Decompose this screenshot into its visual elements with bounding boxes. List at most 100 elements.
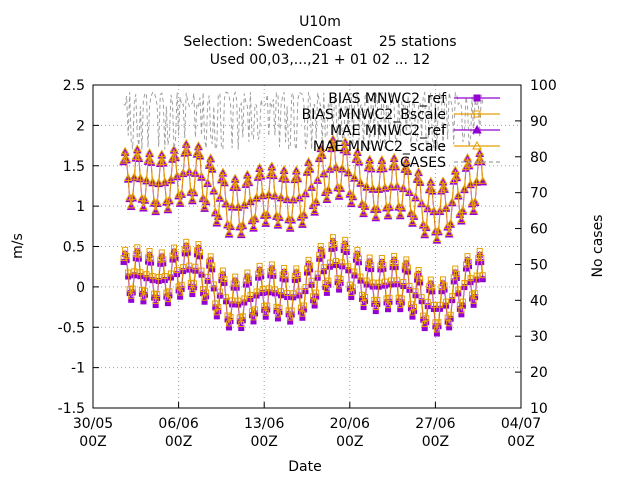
point-mae_s <box>372 203 382 212</box>
y2-tick-label: 70 <box>530 186 548 202</box>
point-mae_s <box>308 200 318 208</box>
point-mae_s <box>162 196 171 205</box>
y-tick-label: 0 <box>76 280 85 296</box>
point-mae_s <box>224 228 234 236</box>
point-mae_s <box>172 171 182 179</box>
point-mae_s <box>476 156 486 164</box>
point-mae_s <box>270 190 280 198</box>
point-bias_b <box>192 263 199 270</box>
point-mae_s <box>316 143 326 151</box>
point-bias_b <box>284 289 291 296</box>
point-bias_ref <box>421 325 428 332</box>
point-bias_b <box>178 281 185 288</box>
point-mae_s <box>210 207 220 215</box>
point-bias_b <box>253 288 260 295</box>
point-bias_b <box>175 283 182 290</box>
point-mae_s <box>356 177 365 186</box>
point-bias_b <box>392 260 399 267</box>
point-bias_ref <box>323 289 330 296</box>
point-mae_s <box>125 192 135 201</box>
point-mae_s <box>475 147 485 156</box>
point-bias_b <box>320 264 327 271</box>
x-tick-label-hour: 00Z <box>250 434 277 450</box>
point-bias_ref <box>262 313 269 320</box>
point-bias_b <box>288 307 295 314</box>
point-mae_s <box>171 151 180 160</box>
point-mae_s <box>220 177 229 185</box>
point-bias_b <box>458 307 465 314</box>
point-bias_b <box>345 263 352 270</box>
point-mae_s <box>311 196 321 204</box>
point-bias_b <box>158 249 165 256</box>
point-bias_b <box>232 273 239 280</box>
point-bias_b <box>167 270 174 277</box>
point-mae_s <box>317 149 327 158</box>
point-bias_b <box>152 297 159 304</box>
point-bias_b <box>369 279 376 286</box>
point-mae_s <box>377 154 387 163</box>
point-mae_s <box>420 229 430 237</box>
point-mae_s <box>285 222 295 231</box>
point-mae_s <box>427 185 437 194</box>
point-mae_s <box>197 171 206 180</box>
point-bias_b <box>397 302 404 309</box>
point-mae_s <box>391 161 401 169</box>
point-mae_s <box>400 163 410 172</box>
point-bias_ref <box>226 324 233 331</box>
point-mae_s <box>342 146 352 154</box>
point-mae_s <box>142 175 151 183</box>
y2-tick-label: 90 <box>530 114 548 130</box>
point-mae_s <box>191 167 200 176</box>
series-mae_s <box>119 134 488 243</box>
point-mae_s <box>212 217 222 225</box>
point-bias_b <box>464 253 471 260</box>
point-bias_b <box>336 282 343 289</box>
point-bias_b <box>372 304 379 311</box>
point-bias_b <box>229 297 236 304</box>
point-mae_s <box>146 156 156 165</box>
point-mae_s <box>177 188 187 197</box>
point-mae_s <box>371 212 381 220</box>
point-bias_b <box>348 289 355 296</box>
point-mae_s <box>192 148 202 156</box>
point-mae_s <box>472 176 482 185</box>
point-bias_ref <box>336 286 343 293</box>
point-mae_s <box>441 202 451 211</box>
x-tick-label: 27/06 <box>415 416 455 432</box>
point-mae_s <box>209 185 219 193</box>
point-bias_b <box>323 285 330 292</box>
point-bias_b <box>184 245 191 252</box>
point-bias_b <box>329 234 336 241</box>
point-mae_s <box>379 162 388 171</box>
point-bias_b <box>222 294 229 301</box>
point-mae_s <box>385 201 394 210</box>
point-mae_s <box>165 195 174 203</box>
point-mae_s <box>389 152 399 161</box>
point-bias_b <box>365 261 372 268</box>
point-bias_b <box>238 320 245 327</box>
point-bias_b <box>219 267 226 274</box>
point-mae_s <box>207 163 217 171</box>
point-mae_s <box>246 196 255 204</box>
point-mae_s <box>139 202 148 210</box>
point-bias_b <box>360 299 367 306</box>
point-mae_s <box>163 204 173 212</box>
point-bias_b <box>129 285 136 292</box>
x-tick-label: 04/07 <box>501 416 541 432</box>
point-bias_b <box>473 272 480 279</box>
point-bias_b <box>299 310 306 317</box>
point-mae_s <box>230 173 240 182</box>
point-bias_b <box>255 270 262 277</box>
point-bias_ref <box>250 318 257 325</box>
point-bias_b <box>204 273 211 280</box>
point-bias_b <box>388 277 395 284</box>
point-bias_b <box>141 287 148 294</box>
point-bias_ref <box>128 296 135 303</box>
y2-tick-label: 100 <box>530 78 557 94</box>
point-mae_s <box>376 163 385 172</box>
point-bias_b <box>469 291 476 298</box>
point-bias_b <box>169 252 176 259</box>
point-bias_b <box>252 306 259 313</box>
point-mae_s <box>414 166 423 175</box>
point-mae_s <box>357 198 367 207</box>
